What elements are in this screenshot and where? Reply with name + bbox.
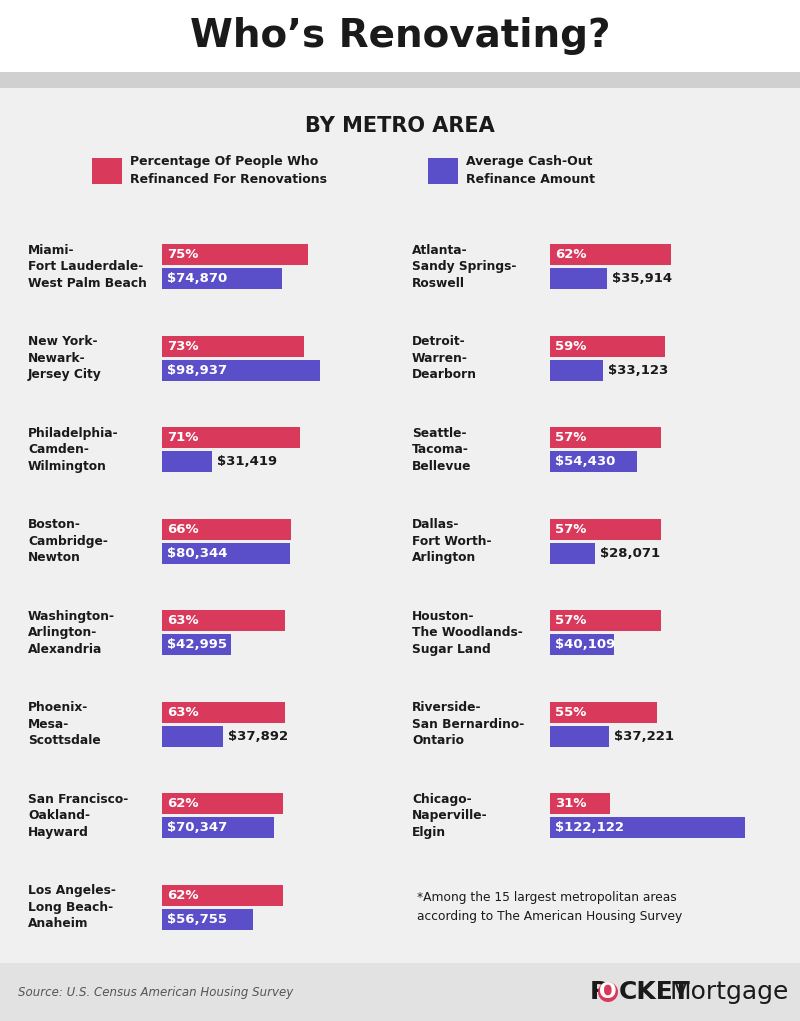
Bar: [550, 726, 610, 746]
Text: 73%: 73%: [167, 340, 198, 352]
Bar: [550, 427, 661, 448]
Bar: [550, 244, 671, 265]
Bar: [550, 269, 607, 289]
Bar: [162, 244, 308, 265]
Text: 31%: 31%: [555, 797, 586, 811]
Bar: [162, 269, 282, 289]
Bar: [0, 963, 800, 1021]
Bar: [162, 909, 253, 930]
Text: $74,870: $74,870: [167, 273, 227, 285]
Text: $33,123: $33,123: [608, 363, 668, 377]
Bar: [162, 336, 304, 356]
Text: 63%: 63%: [167, 706, 198, 719]
Bar: [162, 817, 274, 838]
Text: Miami-
Fort Lauderdale-
West Palm Beach: Miami- Fort Lauderdale- West Palm Beach: [28, 244, 147, 290]
Text: $28,071: $28,071: [600, 547, 660, 560]
Text: $70,347: $70,347: [167, 821, 227, 834]
Text: 62%: 62%: [555, 248, 586, 261]
Text: R: R: [590, 980, 610, 1004]
Bar: [550, 451, 637, 473]
Bar: [0, 72, 800, 88]
Text: Detroit-
Warren-
Dearborn: Detroit- Warren- Dearborn: [412, 335, 477, 381]
Text: $37,892: $37,892: [227, 730, 288, 742]
Text: Chicago-
Naperville-
Elgin: Chicago- Naperville- Elgin: [412, 792, 488, 838]
Circle shape: [598, 982, 618, 1002]
Text: 57%: 57%: [555, 431, 586, 444]
Bar: [162, 726, 222, 746]
Text: Dallas-
Fort Worth-
Arlington: Dallas- Fort Worth- Arlington: [412, 519, 491, 565]
Text: New York-
Newark-
Jersey City: New York- Newark- Jersey City: [28, 335, 102, 381]
Bar: [428, 158, 458, 184]
Text: 71%: 71%: [167, 431, 198, 444]
Bar: [550, 701, 658, 723]
Text: $80,344: $80,344: [167, 547, 227, 560]
Text: Los Angeles-
Long Beach-
Anaheim: Los Angeles- Long Beach- Anaheim: [28, 884, 116, 930]
Text: Source: U.S. Census American Housing Survey: Source: U.S. Census American Housing Sur…: [18, 985, 294, 999]
Text: Philadelphia-
Camden-
Wilmington: Philadelphia- Camden- Wilmington: [28, 427, 118, 473]
Text: Riverside-
San Bernardino-
Ontario: Riverside- San Bernardino- Ontario: [412, 701, 524, 747]
Text: O: O: [599, 982, 617, 1002]
Text: $37,221: $37,221: [614, 730, 674, 742]
Text: 66%: 66%: [167, 523, 198, 536]
Bar: [550, 634, 614, 655]
Text: 55%: 55%: [555, 706, 586, 719]
Bar: [162, 793, 283, 815]
Text: $54,430: $54,430: [555, 455, 615, 469]
Text: CKET: CKET: [619, 980, 690, 1004]
Text: 63%: 63%: [167, 615, 198, 627]
Bar: [162, 451, 212, 473]
Bar: [550, 543, 595, 564]
Bar: [162, 634, 230, 655]
Text: Who’s Renovating?: Who’s Renovating?: [190, 17, 610, 55]
Text: *Among the 15 largest metropolitan areas
according to The American Housing Surve: *Among the 15 largest metropolitan areas…: [417, 891, 682, 923]
Text: Percentage Of People Who
Refinanced For Renovations: Percentage Of People Who Refinanced For …: [130, 155, 327, 187]
Bar: [0, 0, 800, 72]
Bar: [162, 885, 283, 906]
Text: Phoenix-
Mesa-
Scottsdale: Phoenix- Mesa- Scottsdale: [28, 701, 101, 747]
Bar: [162, 427, 301, 448]
Text: 57%: 57%: [555, 523, 586, 536]
Bar: [550, 817, 745, 838]
Text: 75%: 75%: [167, 248, 198, 261]
Text: 62%: 62%: [167, 797, 198, 811]
Text: BY METRO AREA: BY METRO AREA: [305, 116, 495, 136]
Bar: [162, 611, 285, 631]
Text: $98,937: $98,937: [167, 363, 227, 377]
Text: 62%: 62%: [167, 888, 198, 902]
Text: 59%: 59%: [555, 340, 586, 352]
Bar: [162, 701, 285, 723]
Text: Seattle-
Tacoma-
Bellevue: Seattle- Tacoma- Bellevue: [412, 427, 471, 473]
Text: Boston-
Cambridge-
Newton: Boston- Cambridge- Newton: [28, 519, 108, 565]
Text: $42,995: $42,995: [167, 638, 227, 651]
Bar: [162, 359, 320, 381]
Bar: [162, 519, 290, 540]
Text: Houston-
The Woodlands-
Sugar Land: Houston- The Woodlands- Sugar Land: [412, 610, 522, 655]
Text: Atlanta-
Sandy Springs-
Roswell: Atlanta- Sandy Springs- Roswell: [412, 244, 516, 290]
Text: $35,914: $35,914: [612, 273, 673, 285]
Text: Mortgage: Mortgage: [670, 980, 790, 1004]
Text: $40,109: $40,109: [555, 638, 615, 651]
Bar: [162, 543, 290, 564]
Bar: [550, 793, 610, 815]
Text: $122,122: $122,122: [555, 821, 624, 834]
Text: San Francisco-
Oakland-
Hayward: San Francisco- Oakland- Hayward: [28, 792, 128, 838]
Text: Average Cash-Out
Refinance Amount: Average Cash-Out Refinance Amount: [466, 155, 595, 187]
Bar: [550, 359, 603, 381]
Bar: [550, 336, 665, 356]
Bar: [550, 519, 661, 540]
Bar: [92, 158, 122, 184]
Text: Washington-
Arlington-
Alexandria: Washington- Arlington- Alexandria: [28, 610, 115, 655]
Bar: [550, 611, 661, 631]
Text: $56,755: $56,755: [167, 913, 227, 926]
Text: 57%: 57%: [555, 615, 586, 627]
Text: $31,419: $31,419: [217, 455, 278, 469]
